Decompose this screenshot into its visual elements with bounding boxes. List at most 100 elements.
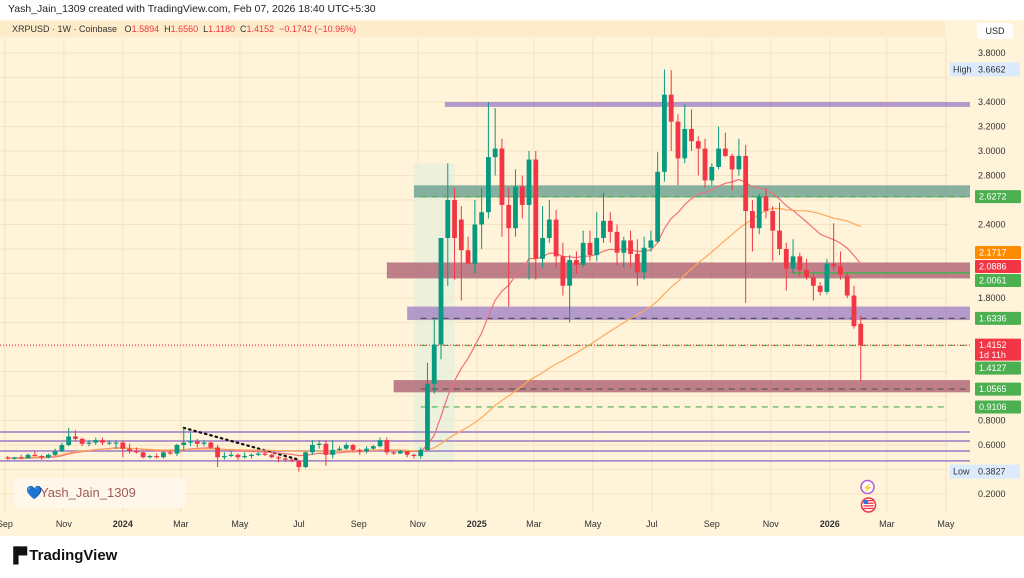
candle-body: [73, 436, 78, 439]
candle: [323, 440, 329, 466]
candle: [526, 151, 532, 280]
close-value: 1.4152: [246, 24, 275, 34]
candle: [824, 258, 830, 295]
price-label-bg: [975, 190, 1021, 204]
y-axis-tick-label: 3.2000: [978, 122, 1006, 132]
candle-body: [607, 220, 613, 232]
symbol-info[interactable]: XRPUSD · 1W · Coinbase: [12, 24, 118, 34]
candle: [384, 437, 390, 455]
candle-body: [282, 458, 288, 460]
candle: [45, 453, 51, 459]
candle: [337, 446, 342, 452]
price-label-bg: [975, 273, 1021, 287]
candle-body: [127, 448, 132, 452]
candle-body: [587, 242, 593, 256]
tradingview-logo[interactable]: ▐▀ TradingView: [8, 547, 117, 564]
candle: [594, 212, 600, 262]
candle: [458, 206, 464, 301]
candle: [289, 458, 295, 463]
candle-body: [323, 443, 329, 455]
candle-body: [519, 186, 525, 205]
candle: [770, 206, 776, 262]
y-axis-tick-label: 3.8000: [978, 48, 1006, 58]
candle: [452, 187, 457, 280]
candle-body: [695, 141, 701, 149]
candle: [702, 138, 708, 188]
y-axis-tick-label: 1.8000: [978, 293, 1006, 303]
candle-body: [804, 269, 809, 278]
candle: [221, 452, 227, 460]
candle-body: [594, 237, 600, 256]
candle-body: [817, 285, 823, 292]
candle: [93, 437, 99, 445]
open-label: O: [124, 24, 132, 34]
candle: [641, 236, 647, 280]
price-zone: [413, 185, 970, 198]
candle-body: [458, 219, 464, 251]
candle-body: [309, 445, 315, 453]
candle-body: [52, 451, 58, 455]
candle: [167, 449, 173, 455]
candle: [174, 443, 180, 457]
candle-body: [770, 211, 776, 231]
candle: [648, 230, 654, 252]
price-zone: [386, 262, 971, 279]
price-label: 2.0061: [979, 275, 1007, 285]
candle: [303, 451, 309, 469]
currency-button[interactable]: USD: [977, 23, 1013, 39]
candle-body: [722, 148, 728, 156]
price-label: 2.1717: [979, 247, 1007, 257]
candle: [750, 200, 755, 252]
candle-body: [540, 237, 545, 259]
candle: [86, 440, 92, 447]
candle: [59, 442, 65, 453]
candle: [161, 451, 166, 459]
candle-body: [181, 442, 187, 445]
candle-body: [93, 440, 99, 443]
candle: [438, 237, 444, 360]
y-axis-tick-label: 0.8000: [978, 416, 1006, 426]
candle-body: [445, 200, 451, 238]
x-axis-tick-label: Nov: [410, 519, 427, 529]
candle: [634, 239, 640, 286]
candle: [492, 108, 498, 176]
candle: [32, 451, 38, 457]
candle: [133, 447, 139, 454]
candle: [709, 163, 715, 186]
candle-body: [634, 253, 640, 273]
candle-body: [546, 219, 552, 238]
candle-body: [350, 445, 356, 450]
candle-body: [465, 250, 471, 264]
candle-body: [384, 440, 390, 453]
candle: [716, 126, 721, 170]
trendline: [182, 426, 300, 461]
candle-body: [188, 441, 193, 443]
candle: [391, 451, 397, 455]
candle-body: [472, 224, 478, 264]
candle-body: [161, 452, 166, 458]
candle-body: [553, 219, 559, 257]
candle: [79, 437, 85, 447]
candle: [235, 453, 241, 460]
candle: [66, 427, 72, 447]
candle: [201, 440, 207, 447]
candle-body: [648, 240, 654, 248]
candle-body: [743, 155, 749, 212]
candle: [851, 285, 857, 329]
candle: [662, 69, 667, 182]
candle: [357, 448, 363, 455]
candle-body: [289, 459, 295, 461]
price-label: 1.0565: [979, 384, 1007, 394]
candle: [810, 273, 816, 301]
candle-body: [777, 230, 782, 249]
candle: [695, 136, 701, 176]
candle-body: [194, 441, 200, 444]
candle: [194, 438, 200, 448]
candle: [817, 282, 823, 296]
candle-body: [249, 454, 254, 457]
price-label: 1.4152: [979, 340, 1007, 350]
high-marker-bg: [950, 62, 1020, 77]
flag-stripe: [863, 502, 874, 504]
candle: [262, 452, 268, 457]
